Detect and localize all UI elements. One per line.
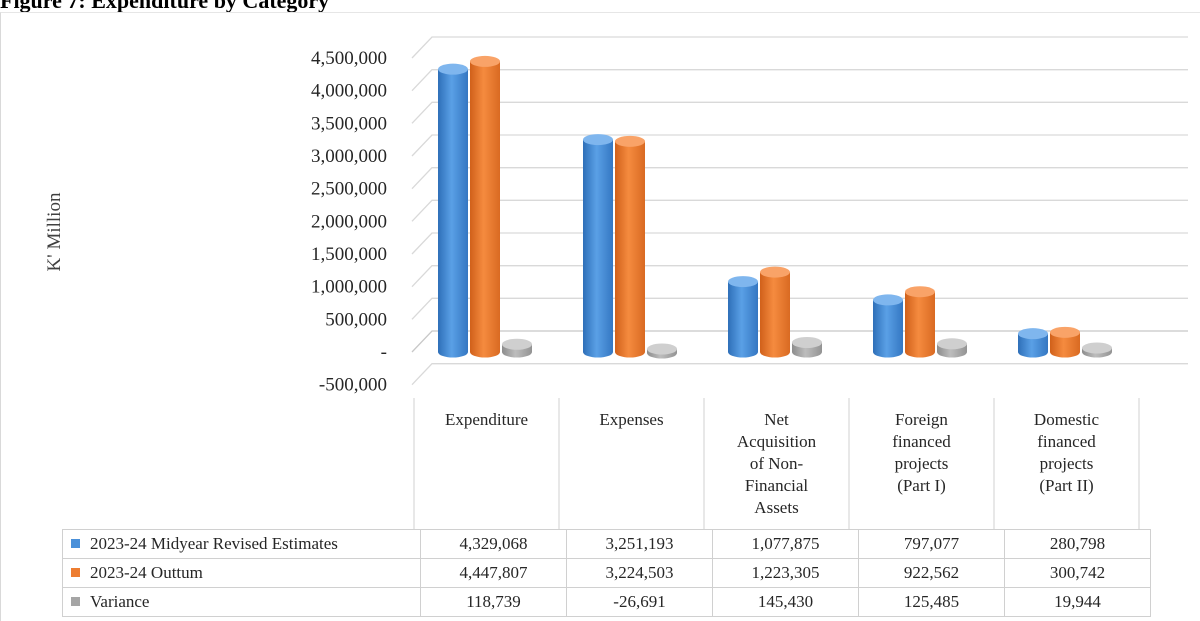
data-label: 280,798 (1004, 529, 1151, 559)
gridline (411, 101, 1188, 124)
table-row: 2023-24 Outtum 4,447,807 3,224,503 1,223,30… (62, 558, 1151, 588)
series-name: 2023-24 Midyear Revised Estimates (90, 534, 338, 553)
series-name: 2023-24 Outtum (90, 563, 203, 582)
y-tick-label: 3,000,000 (311, 146, 387, 167)
bar (1018, 328, 1048, 358)
y-tick-label: 3,500,000 (311, 113, 387, 134)
y-axis-title: K' Million (44, 192, 65, 271)
gridline (411, 265, 1188, 288)
gridline (411, 69, 1188, 92)
category-label: financed (1037, 432, 1096, 451)
chart-area (0, 12, 1200, 621)
data-label: 4,329,068 (420, 529, 567, 559)
category-label: Domestic (1034, 410, 1100, 429)
y-tick-label: 1,000,000 (311, 277, 387, 298)
bar (502, 338, 532, 358)
bar (647, 343, 677, 359)
gridline (411, 167, 1188, 190)
data-label: 145,430 (712, 587, 859, 617)
category-label: Acquisition (737, 432, 817, 451)
legend-entry: 2023-24 Outtum (62, 558, 421, 588)
legend-entry: Variance (62, 587, 421, 617)
legend-swatch (71, 568, 80, 577)
data-label: 1,223,305 (712, 558, 859, 588)
gridline (411, 232, 1188, 255)
chart-data-table: 2023-24 Midyear Revised Estimates 4,329,0… (62, 529, 1151, 617)
category-label: projects (1040, 454, 1094, 473)
gridline (411, 199, 1188, 222)
category-label: Expenditure (445, 410, 528, 429)
category-label: Expenses (599, 410, 663, 429)
bar (470, 55, 500, 358)
gridline (411, 330, 1188, 353)
bar (905, 286, 935, 358)
bar (873, 294, 903, 358)
legend-entry: 2023-24 Midyear Revised Estimates (62, 529, 421, 559)
category-label: (Part II) (1039, 476, 1093, 495)
y-tick-label: 1,500,000 (311, 244, 387, 265)
category-label: of Non- (750, 454, 804, 473)
data-label: 3,224,503 (566, 558, 713, 588)
data-label: 922,562 (858, 558, 1005, 588)
y-tick-label: 2,500,000 (311, 179, 387, 200)
data-label: 3,251,193 (566, 529, 713, 559)
data-label: 4,447,807 (420, 558, 567, 588)
gridline (411, 363, 1188, 386)
category-label: Foreign (895, 410, 948, 429)
bar (1050, 326, 1080, 358)
data-label: 300,742 (1004, 558, 1151, 588)
bar (937, 338, 967, 358)
category-label: (Part I) (897, 476, 946, 495)
category-label: Financial (745, 476, 809, 495)
gridline (411, 36, 1188, 59)
y-tick-label: - (381, 342, 387, 363)
series-name: Variance (90, 592, 150, 611)
y-tick-label: 500,000 (325, 309, 387, 330)
category-label: projects (895, 454, 949, 473)
y-tick-label: 4,000,000 (311, 81, 387, 102)
y-tick-label: 4,500,000 (311, 48, 387, 69)
bar (1082, 342, 1112, 358)
bar (760, 266, 790, 358)
gridline (411, 297, 1188, 320)
data-label: 1,077,875 (712, 529, 859, 559)
category-label: financed (892, 432, 951, 451)
figure-title: Figure 7: Expenditure by Category (0, 0, 330, 13)
legend-swatch (71, 597, 80, 606)
y-tick-label: 2,000,000 (311, 211, 387, 232)
gridline (411, 134, 1188, 157)
y-tick-label: -500,000 (319, 375, 387, 396)
bar (438, 63, 468, 358)
bar (792, 336, 822, 358)
legend-swatch (71, 539, 80, 548)
table-row: Variance 118,739 -26,691 145,430 125,485 19,9… (62, 587, 1151, 617)
data-label: 797,077 (858, 529, 1005, 559)
data-label: 125,485 (858, 587, 1005, 617)
data-label: 19,944 (1004, 587, 1151, 617)
bar (615, 135, 645, 358)
bar (728, 276, 758, 358)
category-label: Net (764, 410, 789, 429)
data-label: -26,691 (566, 587, 713, 617)
data-label: 118,739 (420, 587, 567, 617)
bar (583, 134, 613, 358)
table-row: 2023-24 Midyear Revised Estimates 4,329,0… (62, 529, 1151, 559)
category-label: Assets (754, 498, 798, 517)
